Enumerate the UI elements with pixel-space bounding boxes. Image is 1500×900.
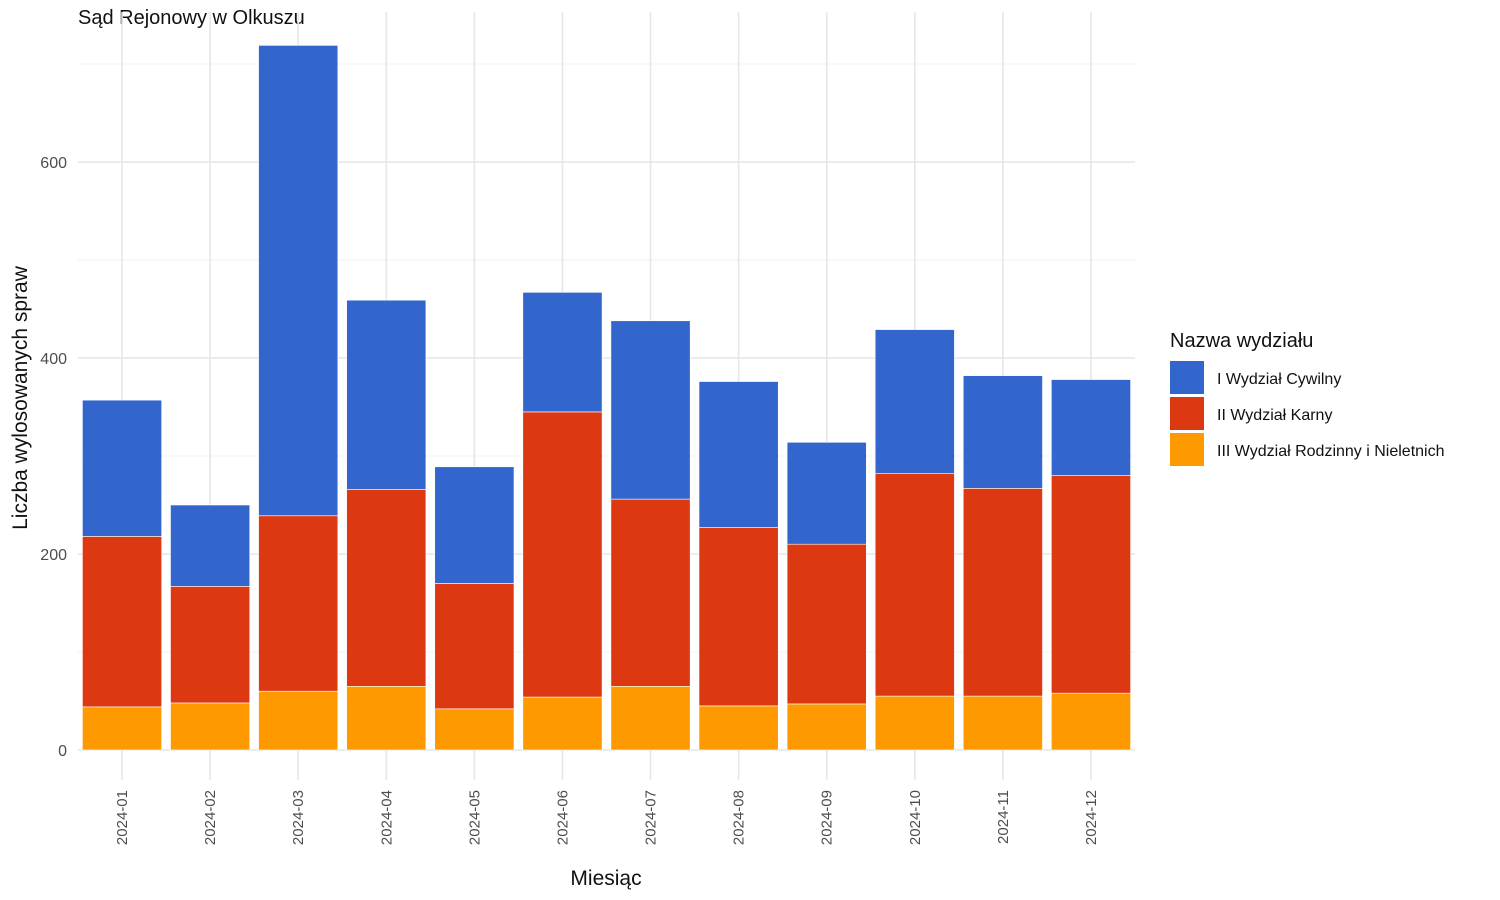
bar-segment xyxy=(874,329,955,474)
legend-label: II Wydział Karny xyxy=(1217,407,1332,424)
legend-label: III Wydział Rodzinny i Nieletnich xyxy=(1217,443,1445,460)
bars-layer xyxy=(82,45,1131,751)
chart-title: Sąd Rejonowy w Olkuszu xyxy=(78,7,305,29)
bar-segment xyxy=(610,685,691,751)
bar-segment xyxy=(82,399,162,537)
bar-segment xyxy=(786,543,867,705)
bar-segment xyxy=(522,696,603,751)
legend-swatch xyxy=(1170,361,1204,394)
x-tick-label: 2024-03 xyxy=(290,790,307,845)
x-tick-label: 2024-07 xyxy=(643,790,660,845)
bar-segment xyxy=(346,489,427,687)
y-tick-label: 0 xyxy=(58,743,67,760)
bar-segment xyxy=(522,292,603,413)
bar-segment xyxy=(962,695,1043,751)
x-tick-label: 2024-09 xyxy=(819,790,836,845)
bar-segment xyxy=(1051,692,1131,751)
bar-segment xyxy=(434,583,515,710)
x-tick-label: 2024-10 xyxy=(907,790,924,845)
bar-segment xyxy=(82,706,162,751)
legend-title: Nazwa wydziału xyxy=(1170,330,1313,352)
y-tick-labels: 0 200 400 600 xyxy=(40,155,67,760)
x-tick-label: 2024-08 xyxy=(731,790,748,845)
x-tick-label: 2024-06 xyxy=(554,790,571,845)
bar-segment xyxy=(1051,475,1131,694)
x-tick-label: 2024-05 xyxy=(466,790,483,845)
bar-segment xyxy=(786,703,867,751)
legend-swatch xyxy=(1170,433,1204,466)
legend-label: I Wydział Cywilny xyxy=(1217,371,1341,388)
x-tick-label: 2024-02 xyxy=(202,790,219,845)
bar-segment xyxy=(258,515,339,692)
bar-segment xyxy=(698,527,779,707)
x-axis-title: Miesiąc xyxy=(570,867,641,890)
legend-items: I Wydział Cywilny II Wydział Karny III Wyd… xyxy=(1170,361,1445,466)
bar-segment xyxy=(874,473,955,697)
bar-segment xyxy=(346,299,427,490)
bar-segment xyxy=(170,702,251,751)
bar-segment xyxy=(610,498,691,687)
bar-segment xyxy=(698,381,779,528)
bar-segment xyxy=(1051,379,1131,476)
bar-segment xyxy=(170,586,251,704)
x-tick-label: 2024-01 xyxy=(114,790,131,845)
y-tick-label: 400 xyxy=(40,351,67,368)
bar-segment xyxy=(698,705,779,751)
bar-segment xyxy=(962,488,1043,697)
x-tick-label: 2024-04 xyxy=(378,790,395,845)
bar-segment xyxy=(170,504,251,587)
bar-segment xyxy=(962,375,1043,489)
y-axis-title: Liczba wylosowanych spraw xyxy=(9,265,32,530)
bar-segment xyxy=(874,695,955,751)
y-tick-label: 200 xyxy=(40,547,67,564)
bar-segment xyxy=(434,466,515,584)
bar-segment xyxy=(522,411,603,698)
bar-segment xyxy=(434,708,515,751)
legend-swatch xyxy=(1170,397,1204,430)
x-tick-label: 2024-11 xyxy=(995,790,1012,844)
y-tick-label: 600 xyxy=(40,155,67,172)
x-tick-label: 2024-12 xyxy=(1083,790,1100,845)
legend: Nazwa wydziału I Wydział Cywilny II Wydzi… xyxy=(1170,330,1445,466)
bar-segment xyxy=(346,685,427,751)
bar-segment xyxy=(258,690,339,751)
bar-segment xyxy=(610,320,691,500)
bar-segment xyxy=(258,45,339,517)
bar-segment xyxy=(786,441,867,545)
bar-segment xyxy=(82,536,162,708)
x-tick-labels: 2024-01 2024-02 2024-03 2024-04 2024-05 2024-… xyxy=(114,790,1100,845)
